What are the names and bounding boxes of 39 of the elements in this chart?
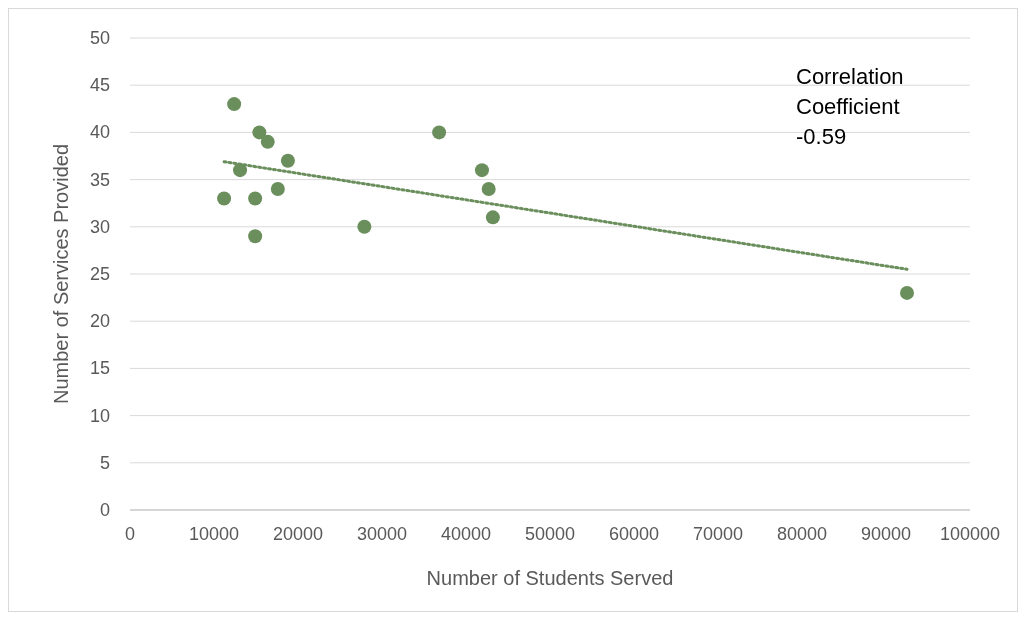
- x-axis-title: Number of Students Served: [426, 567, 674, 589]
- y-tick-label: 45: [89, 75, 110, 96]
- point: [248, 191, 263, 206]
- y-tick-label: 25: [89, 264, 110, 284]
- x-tick-label: 0: [124, 524, 136, 544]
- y-tick-label: 35: [89, 169, 110, 190]
- point: [248, 229, 263, 244]
- point: [260, 134, 275, 149]
- point: [900, 285, 914, 300]
- point: [481, 182, 496, 197]
- x-tick-label: 90000: [860, 524, 912, 544]
- y-tick-label: 10: [89, 405, 110, 426]
- point: [432, 125, 447, 140]
- x-tick-label: 30000: [356, 524, 408, 544]
- x-tick-label: 10000: [188, 524, 240, 544]
- point: [280, 153, 295, 168]
- x-tick-label: 70000: [692, 524, 744, 544]
- y-axis-title: Number of Services Provided: [50, 143, 72, 405]
- y-tick-label: 0: [99, 500, 110, 520]
- point: [252, 125, 267, 140]
- x-tick-label: 20000: [272, 524, 324, 544]
- point: [270, 182, 285, 197]
- x-tick-label: 80000: [776, 524, 828, 544]
- point: [474, 163, 489, 178]
- annotation: Correlation Coefficient -0.59: [796, 64, 904, 149]
- y-tick-label: 15: [89, 358, 110, 379]
- x-tick-label: 100000: [939, 524, 1001, 544]
- point: [227, 97, 242, 112]
- y-tick-label: 20: [89, 311, 110, 332]
- y-tick-label: 50: [89, 28, 110, 48]
- y-tick-label: 5: [99, 452, 110, 473]
- y-tick-label: 40: [89, 122, 110, 143]
- y-tick-label: 30: [89, 216, 110, 237]
- point: [357, 219, 372, 234]
- x-tick-label: 40000: [440, 524, 492, 544]
- point: [217, 191, 232, 206]
- x-tick-label: 60000: [608, 524, 660, 544]
- x-tick-label: 50000: [524, 524, 576, 544]
- point: [485, 210, 500, 225]
